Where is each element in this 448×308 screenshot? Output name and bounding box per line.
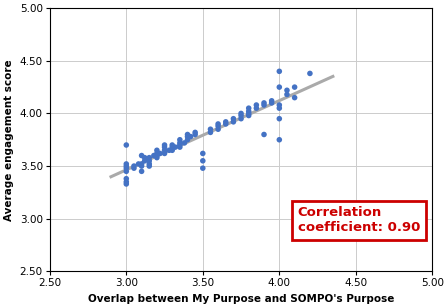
Point <box>245 113 252 118</box>
Point <box>306 71 314 76</box>
Point <box>215 127 222 132</box>
Point <box>141 158 148 163</box>
Point <box>260 100 267 105</box>
Point <box>123 164 130 168</box>
Point <box>130 166 138 171</box>
Point <box>123 169 130 174</box>
Point <box>253 106 260 111</box>
Point <box>268 98 275 103</box>
Point <box>276 116 283 121</box>
Point <box>192 130 199 135</box>
Point <box>207 130 214 135</box>
Point <box>276 85 283 90</box>
Point <box>291 85 298 90</box>
Point <box>276 103 283 107</box>
Point <box>245 106 252 111</box>
Point <box>156 151 164 156</box>
Point <box>192 132 199 137</box>
Point <box>138 169 145 174</box>
Point <box>207 127 214 132</box>
Point <box>237 111 245 116</box>
Point <box>184 132 191 137</box>
Point <box>153 148 160 153</box>
Point <box>284 88 291 93</box>
Point <box>146 164 153 168</box>
Point <box>176 140 183 145</box>
Point <box>222 121 229 126</box>
Point <box>176 137 183 142</box>
Point <box>146 161 153 166</box>
Point <box>253 103 260 107</box>
Point <box>130 164 138 168</box>
Point <box>153 151 160 156</box>
Point <box>268 100 275 105</box>
Point <box>260 132 267 137</box>
Point <box>230 116 237 121</box>
Point <box>276 106 283 111</box>
Point <box>168 148 176 153</box>
X-axis label: Overlap between My Purpose and SOMPO's Purpose: Overlap between My Purpose and SOMPO's P… <box>88 294 394 304</box>
Point <box>135 161 142 166</box>
Point <box>153 153 160 158</box>
Point <box>168 143 176 148</box>
Point <box>291 95 298 100</box>
Point <box>123 143 130 148</box>
Text: Correlation
coefficient: 0.90: Correlation coefficient: 0.90 <box>297 206 420 234</box>
Point <box>276 69 283 74</box>
Point <box>181 140 188 145</box>
Point <box>138 153 145 158</box>
Point <box>161 143 168 148</box>
Point <box>260 103 267 107</box>
Point <box>166 148 173 153</box>
Point <box>138 164 145 168</box>
Point <box>123 161 130 166</box>
Point <box>123 176 130 181</box>
Point <box>153 155 160 160</box>
Point <box>199 151 207 156</box>
Point <box>230 120 237 124</box>
Point <box>176 143 183 148</box>
Point <box>184 137 191 142</box>
Point <box>237 116 245 121</box>
Point <box>276 137 283 142</box>
Point <box>215 121 222 126</box>
Point <box>187 134 194 139</box>
Point <box>150 153 157 158</box>
Point <box>245 111 252 116</box>
Point <box>123 179 130 184</box>
Point <box>161 148 168 153</box>
Point <box>146 155 153 160</box>
Point <box>237 113 245 118</box>
Point <box>123 181 130 186</box>
Point <box>245 109 252 114</box>
Point <box>168 145 176 150</box>
Point <box>123 166 130 171</box>
Point <box>172 145 179 150</box>
Point <box>176 145 183 150</box>
Point <box>215 124 222 128</box>
Y-axis label: Average engagement score: Average engagement score <box>4 59 14 221</box>
Point <box>138 161 145 166</box>
Point <box>284 92 291 97</box>
Point <box>141 155 148 160</box>
Point <box>146 158 153 163</box>
Point <box>222 120 229 124</box>
Point <box>199 166 207 171</box>
Point <box>199 158 207 163</box>
Point <box>161 145 168 150</box>
Point <box>184 134 191 139</box>
Point <box>161 151 168 156</box>
